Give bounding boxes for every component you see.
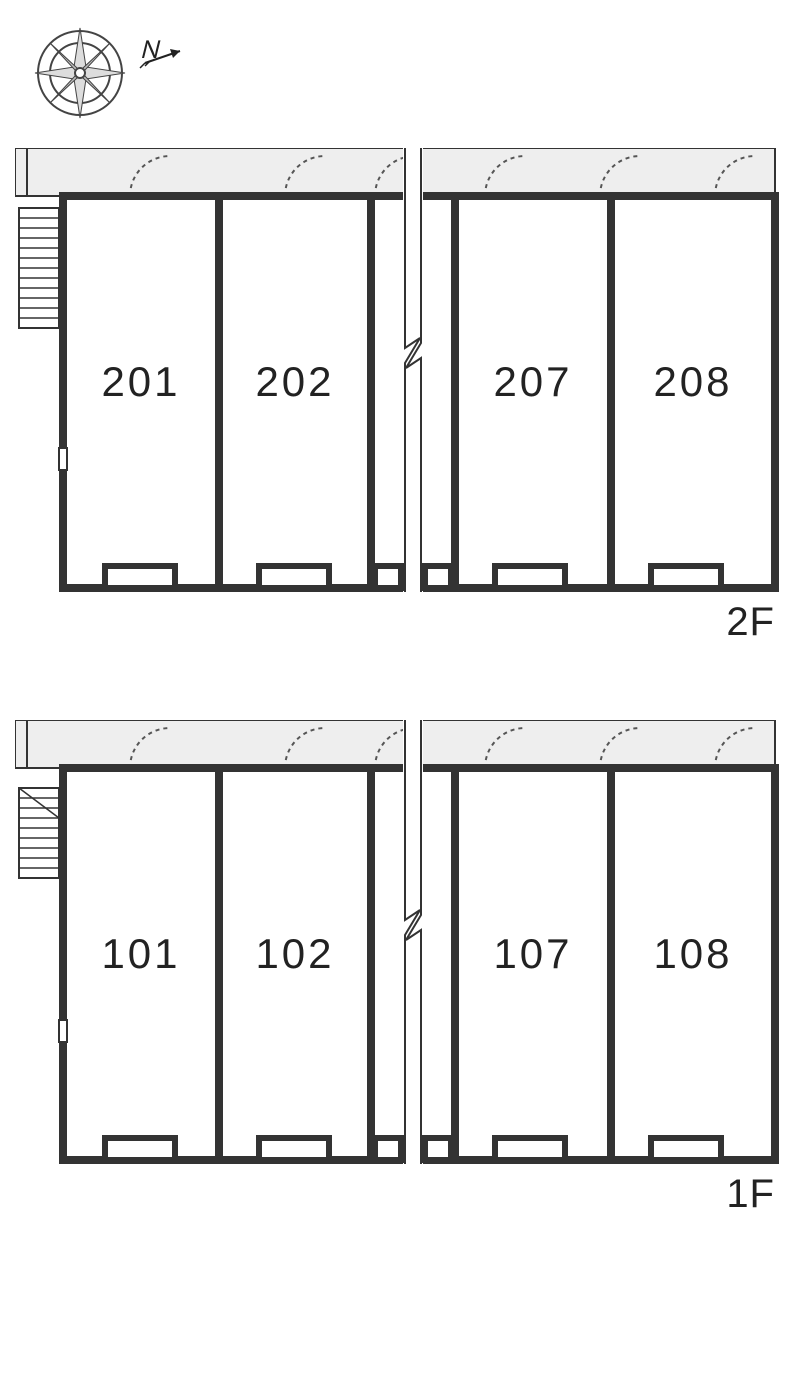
unit-label: 208 bbox=[653, 358, 732, 405]
break-line-icon bbox=[403, 148, 423, 594]
stairs-icon bbox=[19, 788, 59, 878]
stairs-icon bbox=[19, 208, 59, 328]
floor-plan-1f: 101 102 107 108 1F bbox=[15, 720, 785, 1220]
unit-label: 202 bbox=[255, 358, 334, 405]
compass-rose: Ｎ bbox=[30, 18, 190, 128]
unit-label: 108 bbox=[653, 930, 732, 977]
unit-label: 107 bbox=[493, 930, 572, 977]
unit-label: 201 bbox=[101, 358, 180, 405]
floor-label: 2F bbox=[726, 600, 775, 645]
floor-label: 1F bbox=[726, 1172, 775, 1217]
unit-label: 207 bbox=[493, 358, 572, 405]
unit-label: 101 bbox=[101, 930, 180, 977]
floor-plan-2f: 201 202 207 208 2F bbox=[15, 148, 785, 648]
north-label: Ｎ bbox=[137, 37, 161, 64]
unit-label: 102 bbox=[255, 930, 334, 977]
break-line-icon bbox=[403, 720, 423, 1166]
